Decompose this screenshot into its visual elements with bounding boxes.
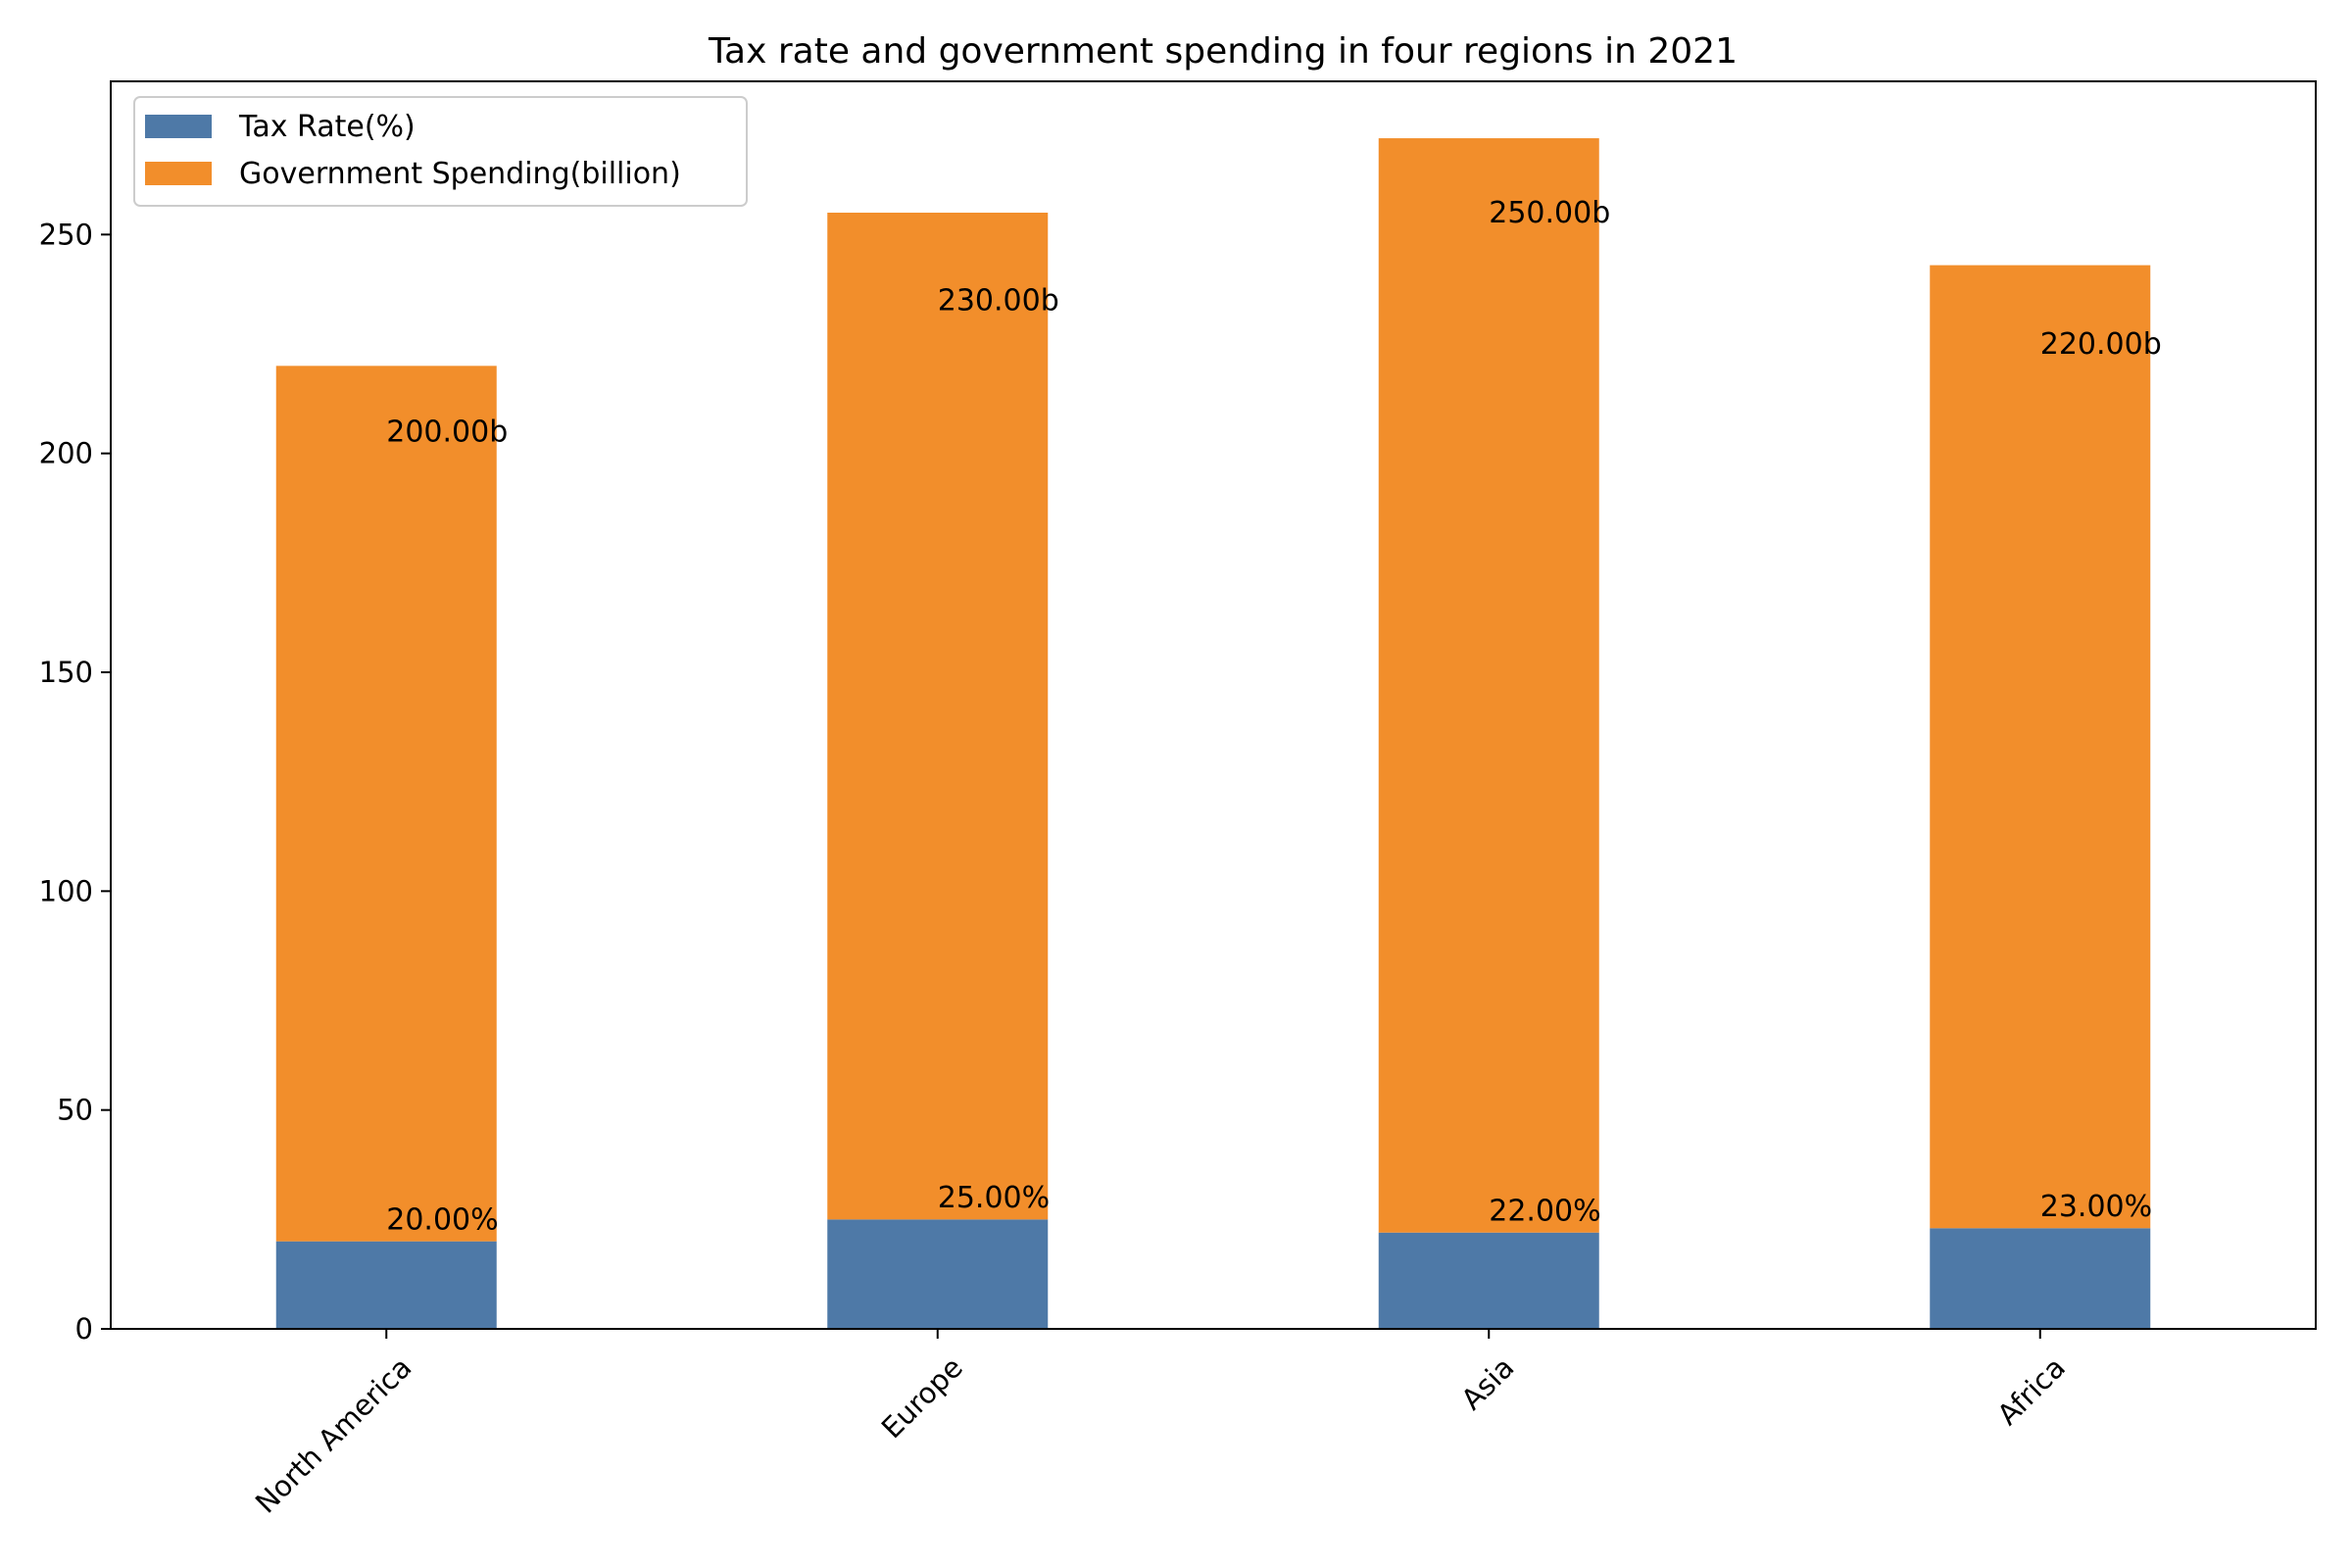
- y-tick-label-1: 50: [57, 1094, 93, 1127]
- bar-government-spending-2: [1378, 138, 1599, 1233]
- data-label-tax-rate-0: 20.00%: [386, 1202, 498, 1237]
- y-tick-label-4: 200: [39, 437, 93, 470]
- data-label-government-spending-2: 250.00b: [1489, 196, 1610, 230]
- bar-tax-rate-2: [1378, 1232, 1599, 1329]
- bars-group: [275, 138, 2151, 1329]
- y-tick-label-2: 100: [39, 874, 93, 907]
- y-axis: 0 50 100 150 200 250: [39, 218, 111, 1346]
- legend-label-government-spending: Government Spending(billion): [239, 157, 681, 191]
- data-label-tax-rate-1: 25.00%: [938, 1181, 1050, 1215]
- y-tick-label-0: 0: [75, 1312, 93, 1346]
- bar-government-spending-3: [1930, 265, 2151, 1229]
- x-tick-label-3: Africa: [1990, 1350, 2072, 1432]
- y-tick-label-5: 250: [39, 218, 93, 251]
- plot-area-frame: [110, 80, 2317, 1330]
- legend-label-tax-rate: Tax Rate(%): [238, 110, 416, 144]
- data-label-government-spending-0: 200.00b: [386, 415, 508, 449]
- bar-government-spending-1: [827, 213, 1049, 1220]
- data-label-tax-rate-2: 22.00%: [1489, 1194, 1600, 1228]
- x-tick-label-1: Europe: [875, 1350, 969, 1445]
- x-axis: North America Europe Asia Africa: [249, 1329, 2072, 1520]
- chart-title: Tax rate and government spending in four…: [708, 31, 1738, 72]
- data-labels-group: 20.00% 200.00b 25.00% 230.00b 22.00% 250.00b 2…: [386, 196, 2162, 1237]
- y-tick-label-3: 150: [39, 656, 93, 689]
- data-label-tax-rate-3: 23.00%: [2040, 1190, 2152, 1224]
- bar-tax-rate-0: [275, 1241, 497, 1329]
- bar-tax-rate-3: [1930, 1228, 2151, 1329]
- data-label-government-spending-1: 230.00b: [938, 283, 1059, 318]
- legend-frame: [133, 96, 748, 207]
- bar-tax-rate-1: [827, 1219, 1049, 1329]
- legend-swatch-tax-rate: [145, 115, 212, 138]
- legend-swatch-government-spending: [145, 162, 212, 185]
- x-tick-label-0: North America: [249, 1350, 418, 1520]
- legend: Tax Rate(%) Government Spending(billion): [133, 96, 748, 207]
- data-label-government-spending-3: 220.00b: [2040, 327, 2162, 362]
- bar-government-spending-0: [275, 366, 497, 1242]
- x-tick-label-2: Asia: [1454, 1350, 1520, 1416]
